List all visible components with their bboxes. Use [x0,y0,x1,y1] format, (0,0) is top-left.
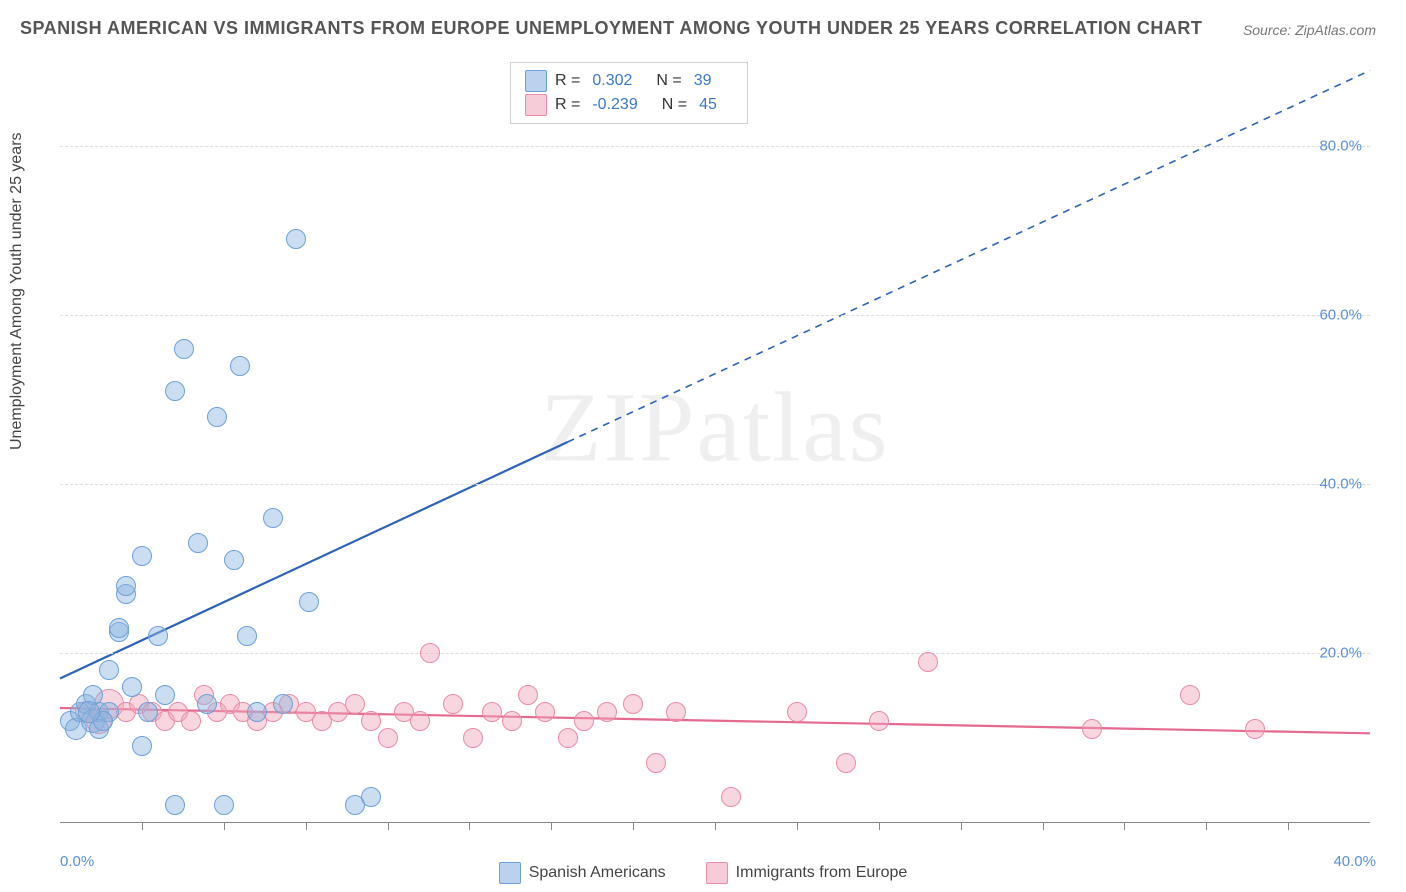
y-tick-label: 80.0% [1319,138,1362,155]
scatter-point-pink [410,711,430,731]
legend-item-1: Spanish Americans [499,862,666,884]
x-tick-label-0: 0.0% [60,853,94,870]
scatter-point-blue [361,787,381,807]
scatter-point-blue [165,381,185,401]
scatter-point-pink [463,728,483,748]
source-label: Source: ZipAtlas.com [1243,22,1376,38]
legend-label-1: Spanish Americans [529,864,666,882]
legend-label-2: Immigrants from Europe [736,864,908,882]
gridline-h [60,653,1370,654]
r-value-1: 0.302 [592,72,632,90]
scatter-point-pink [597,702,617,722]
x-tick [1124,822,1125,830]
scatter-point-pink [345,694,365,714]
scatter-point-blue [188,533,208,553]
n-value-2: 45 [699,96,717,114]
scatter-point-blue [230,356,250,376]
scatter-point-pink [1180,685,1200,705]
scatter-point-pink [502,711,522,731]
scatter-point-pink [378,728,398,748]
gridline-h [60,315,1370,316]
scatter-point-pink [361,711,381,731]
y-tick-label: 60.0% [1319,307,1362,324]
y-axis-label: Unemployment Among Youth under 25 years [8,132,26,450]
scatter-point-blue [155,685,175,705]
x-tick [142,822,143,830]
scatter-point-blue [78,701,100,723]
watermark: ZIPatlas [540,369,889,484]
scatter-point-pink [918,652,938,672]
scatter-point-pink [666,702,686,722]
scatter-point-blue [116,576,136,596]
scatter-point-pink [558,728,578,748]
scatter-point-blue [99,660,119,680]
gridline-h [60,146,1370,147]
scatter-point-pink [181,711,201,731]
scatter-point-blue [299,592,319,612]
scatter-point-blue [273,694,293,714]
scatter-point-pink [574,711,594,731]
x-tick [961,822,962,830]
scatter-point-pink [535,702,555,722]
scatter-point-blue [122,677,142,697]
scatter-point-pink [482,702,502,722]
scatter-point-blue [237,626,257,646]
scatter-point-pink [443,694,463,714]
scatter-point-blue [109,618,129,638]
scatter-point-pink [869,711,889,731]
scatter-point-blue [224,550,244,570]
scatter-point-pink [518,685,538,705]
x-tick [715,822,716,830]
scatter-point-blue [148,626,168,646]
x-tick [551,822,552,830]
scatter-point-blue [214,795,234,815]
swatch-pink-icon [706,862,728,884]
x-tick [224,822,225,830]
stats-row-1: R =0.302 N =39 [525,69,733,93]
r-value-2: -0.239 [592,96,637,114]
y-tick-label: 20.0% [1319,645,1362,662]
scatter-point-pink [1245,719,1265,739]
scatter-point-pink [836,753,856,773]
gridline-h [60,484,1370,485]
legend-item-2: Immigrants from Europe [706,862,908,884]
plot-area: ZIPatlas R =0.302 N =39 R =-0.239 N =45 … [60,62,1370,823]
scatter-point-blue [207,407,227,427]
scatter-point-pink [787,702,807,722]
swatch-blue-icon [525,70,547,92]
scatter-point-pink [420,643,440,663]
scatter-point-blue [132,546,152,566]
x-tick [1288,822,1289,830]
legend-bottom: Spanish Americans Immigrants from Europe [0,862,1406,884]
x-tick [469,822,470,830]
scatter-point-blue [165,795,185,815]
scatter-point-blue [263,508,283,528]
scatter-point-blue [286,229,306,249]
x-tick-label-1: 40.0% [1333,853,1376,870]
stats-row-2: R =-0.239 N =45 [525,93,733,117]
scatter-point-pink [1082,719,1102,739]
stats-legend: R =0.302 N =39 R =-0.239 N =45 [510,62,748,124]
x-tick [388,822,389,830]
x-tick [633,822,634,830]
trendline-blue-dashed [568,70,1370,442]
scatter-point-blue [197,694,217,714]
x-tick [879,822,880,830]
scatter-point-pink [721,787,741,807]
swatch-blue-icon [499,862,521,884]
n-value-1: 39 [694,72,712,90]
chart-title: SPANISH AMERICAN VS IMMIGRANTS FROM EURO… [20,18,1202,39]
scatter-point-blue [138,702,158,722]
scatter-point-blue [247,702,267,722]
y-tick-label: 40.0% [1319,476,1362,493]
scatter-point-blue [132,736,152,756]
x-tick [1206,822,1207,830]
scatter-point-pink [623,694,643,714]
x-tick [797,822,798,830]
scatter-point-blue [174,339,194,359]
x-tick [1043,822,1044,830]
swatch-pink-icon [525,94,547,116]
scatter-point-pink [646,753,666,773]
x-tick [306,822,307,830]
